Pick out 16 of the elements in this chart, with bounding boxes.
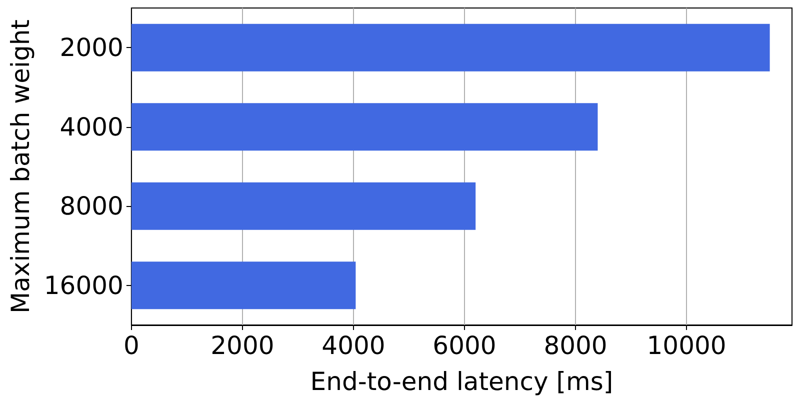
y-tick-label: 2000	[60, 33, 124, 62]
bar	[131, 24, 770, 72]
x-axis-title: End-to-end latency [ms]	[310, 367, 614, 396]
bar	[131, 262, 356, 310]
bar	[131, 103, 598, 151]
x-tick-label: 2000	[210, 331, 274, 360]
y-tick-label: 16000	[44, 270, 124, 300]
bar	[131, 182, 476, 230]
y-axis-title: Maximum batch weight	[6, 19, 35, 314]
y-tick-label: 4000	[60, 112, 124, 142]
x-tick-label: 10000	[646, 331, 726, 360]
x-tick-label: 0	[123, 331, 140, 360]
x-tick-label: 6000	[432, 331, 496, 360]
x-tick-label: 4000	[322, 331, 386, 360]
y-tick-label: 8000	[60, 192, 124, 221]
x-tick-label: 8000	[544, 331, 608, 360]
